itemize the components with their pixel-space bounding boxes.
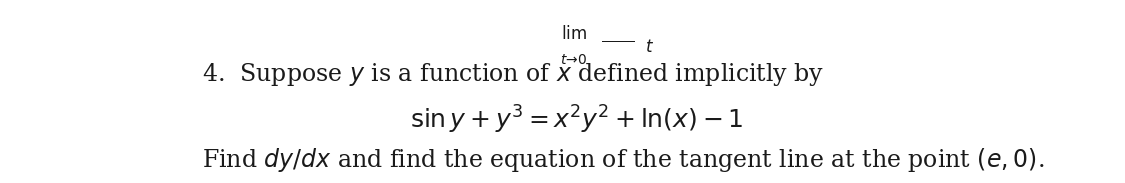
Text: $t$: $t$ — [645, 39, 654, 56]
Text: $t\!\to\!0$: $t\!\to\!0$ — [560, 53, 588, 67]
Text: $\mathrm{lim}$: $\mathrm{lim}$ — [561, 25, 587, 43]
Text: $\sin y + y^3 = x^2y^2 + \ln(x) - 1$: $\sin y + y^3 = x^2y^2 + \ln(x) - 1$ — [410, 104, 744, 136]
Text: Find $dy/dx$ and find the equation of the tangent line at the point $(e, 0)$.: Find $dy/dx$ and find the equation of th… — [201, 146, 1044, 174]
Text: $\overline{\;\;\;\;\;\;}$: $\overline{\;\;\;\;\;\;}$ — [601, 29, 634, 47]
Text: 4.  Suppose $y$ is a function of $x$ defined implicitly by: 4. Suppose $y$ is a function of $x$ defi… — [201, 61, 823, 88]
